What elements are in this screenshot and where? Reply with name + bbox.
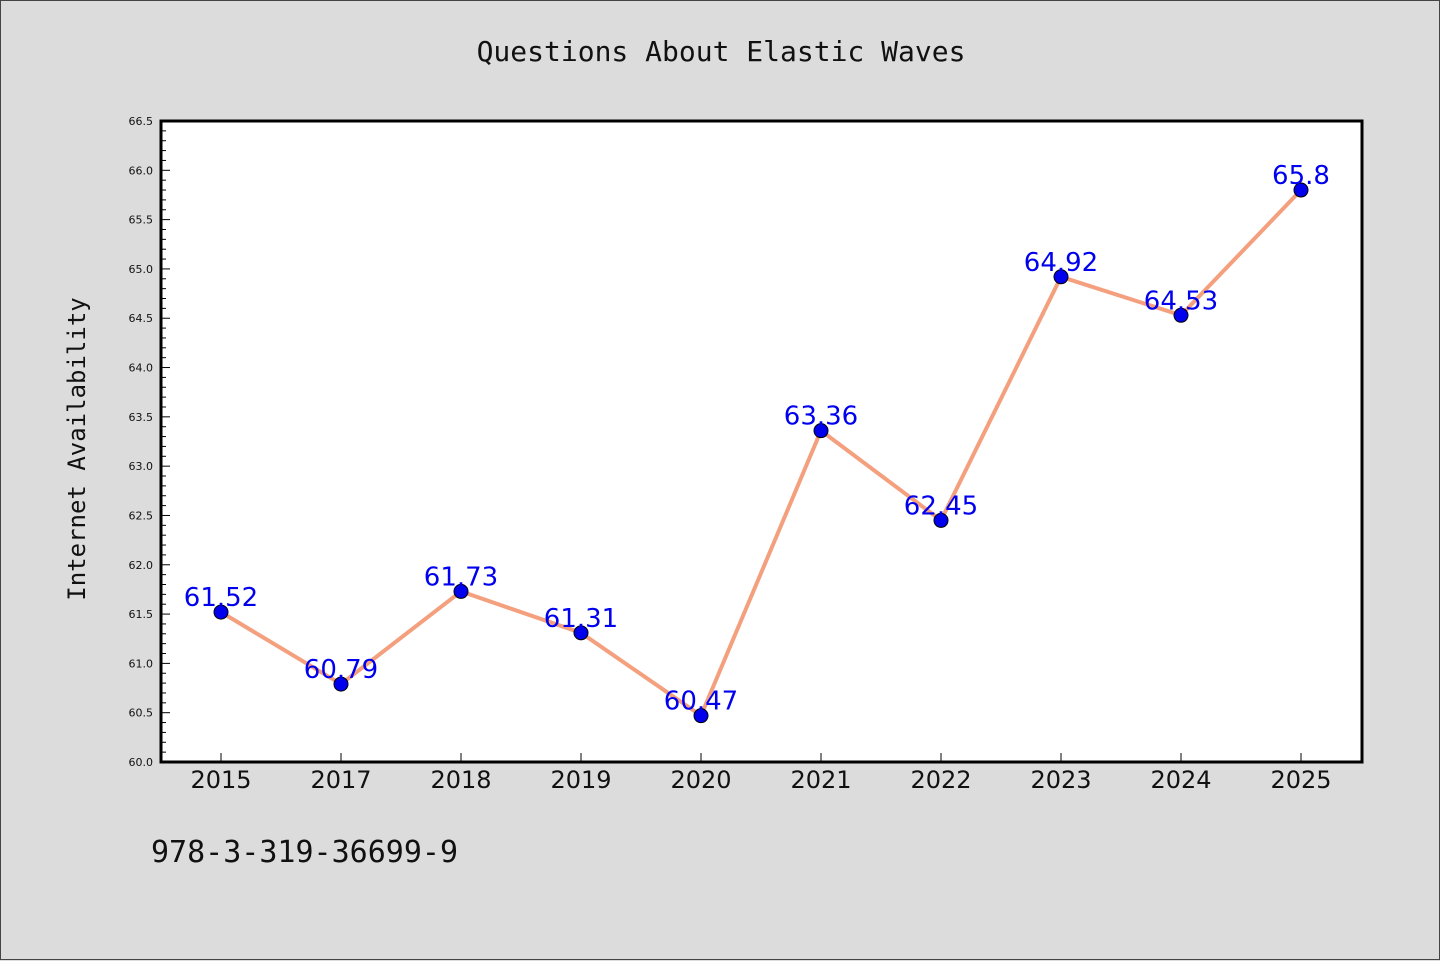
series-points	[213, 182, 1309, 724]
data-label: 64.92	[1024, 248, 1098, 278]
y-tick-label: 65.0	[129, 263, 154, 276]
data-labels: 61.52 60.79 61.73 61.31 60.47 63.36 62.45 64.92…	[184, 161, 1330, 717]
data-label: 61.31	[544, 604, 618, 634]
y-tick-label: 65.5	[129, 214, 154, 227]
y-tick-label: 60.5	[129, 707, 154, 720]
x-tick-label: 2023	[1030, 766, 1091, 794]
data-point	[693, 708, 709, 724]
y-tick-label: 62.0	[129, 559, 154, 572]
y-tick-label: 62.5	[129, 509, 154, 522]
plot-background	[161, 121, 1362, 762]
series-line	[219, 188, 1303, 718]
data-point	[453, 583, 469, 599]
data-point	[1293, 182, 1309, 198]
data-point	[333, 676, 349, 692]
x-tick-label: 2021	[790, 766, 851, 794]
data-point	[1053, 269, 1069, 285]
x-tick-label: 2015	[190, 766, 251, 794]
data-label: 65.8	[1272, 161, 1330, 191]
isbn-note: 978-3-319-36699-9	[151, 835, 459, 870]
data-label: 61.52	[184, 583, 258, 613]
y-tick-label: 60.0	[129, 756, 154, 769]
data-label: 64.53	[1144, 286, 1218, 316]
y-tick-label: 66.0	[129, 164, 154, 177]
y-tick-label: 66.5	[129, 115, 154, 128]
y-tick-label: 63.0	[129, 460, 154, 473]
data-point	[573, 625, 589, 641]
plot-frame	[159, 119, 1364, 764]
x-tick-label: 2024	[1150, 766, 1211, 794]
x-tick-label: 2025	[1270, 766, 1331, 794]
x-tick-label: 2018	[430, 766, 491, 794]
data-label: 61.73	[424, 562, 498, 592]
data-point	[813, 423, 829, 439]
x-tick-label: 2017	[310, 766, 371, 794]
data-point	[1173, 307, 1189, 323]
y-tick-label: 61.0	[129, 657, 154, 670]
data-point	[213, 604, 229, 620]
chart-title: Questions About Elastic Waves	[476, 35, 966, 68]
data-label: 63.36	[784, 402, 858, 432]
y-tick-label: 64.5	[129, 312, 154, 325]
series-lines	[219, 188, 1303, 718]
x-tick-label: 2020	[670, 766, 731, 794]
data-label: 60.47	[664, 687, 738, 717]
data-label: 60.79	[304, 655, 378, 685]
data-point	[933, 512, 949, 528]
y-tick-label: 64.0	[129, 362, 154, 375]
data-label: 62.45	[904, 491, 978, 521]
x-tick-label: 2019	[550, 766, 611, 794]
y-tick-label: 63.5	[129, 411, 154, 424]
y-tick-label: 61.5	[129, 608, 154, 621]
y-major-ticks: 60.0 60.5 61.0 61.5 62.0 62.5 63.0 63.5 64.0 64.5…	[129, 115, 170, 769]
x-tick-label: 2022	[910, 766, 971, 794]
x-ticks: 2015 2017 2018 2019 2020 2021 2022 2023 2024 2025	[190, 753, 1332, 794]
